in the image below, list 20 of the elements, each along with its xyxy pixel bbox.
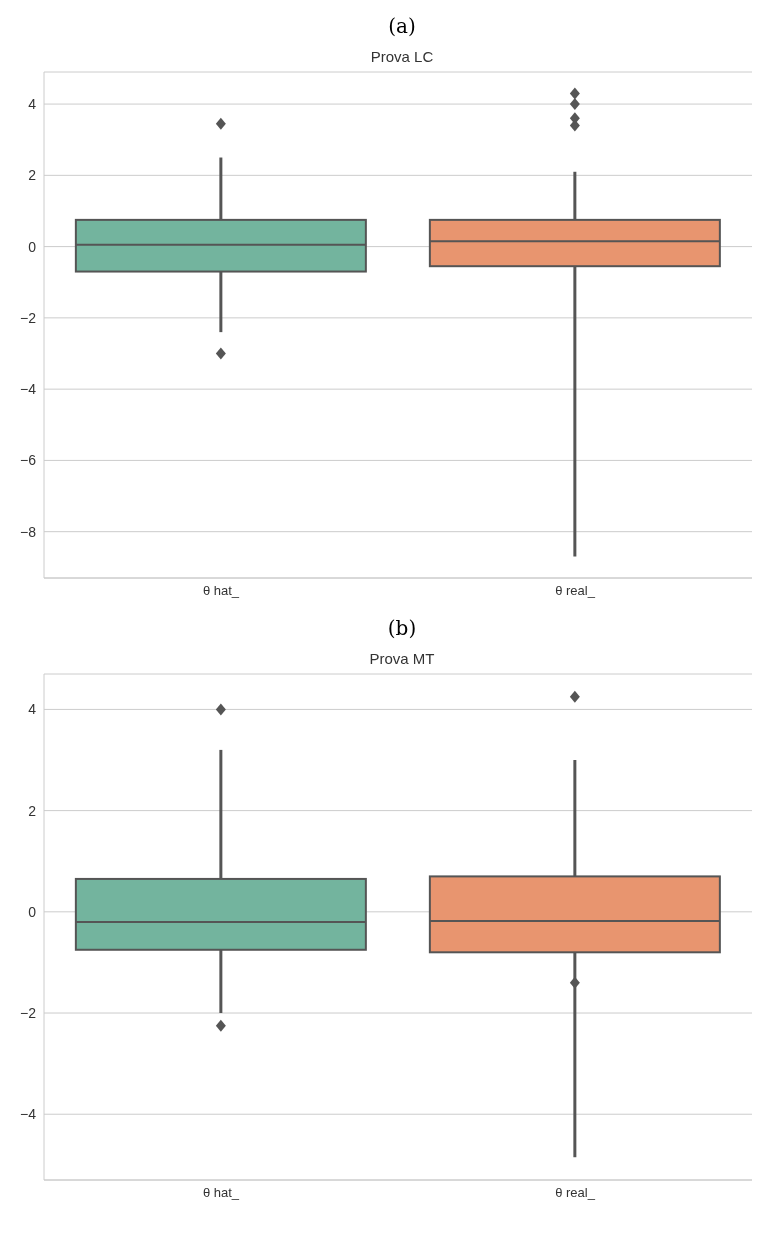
text: (b) [386,615,418,642]
y-tick-label: 4 [28,96,37,113]
y-tick-label: 4 [28,701,37,718]
y-tick-label: 0 [28,238,37,255]
y-tick-label: 0 [28,903,37,920]
y-tick-label: −4 [20,1106,37,1123]
y-tick-label: −2 [20,1004,37,1021]
y-tick-label: −4 [20,381,37,398]
x-tick-label: θ real_ [555,583,596,599]
y-tick-label: 2 [28,167,37,184]
x-tick-label: θ real_ [555,1185,596,1201]
x-tick-label: θ hat_ [202,1185,240,1201]
chart-title: Prova MT [368,650,436,669]
y-tick-label: −6 [20,452,37,469]
x-tick-label: θ hat_ [202,583,240,599]
text: (a) [387,13,417,40]
y-tick-label: 2 [28,802,37,819]
y-tick-label: −8 [20,523,37,540]
chart-title: Prova LC [369,48,435,67]
y-tick-label: −2 [20,309,37,326]
